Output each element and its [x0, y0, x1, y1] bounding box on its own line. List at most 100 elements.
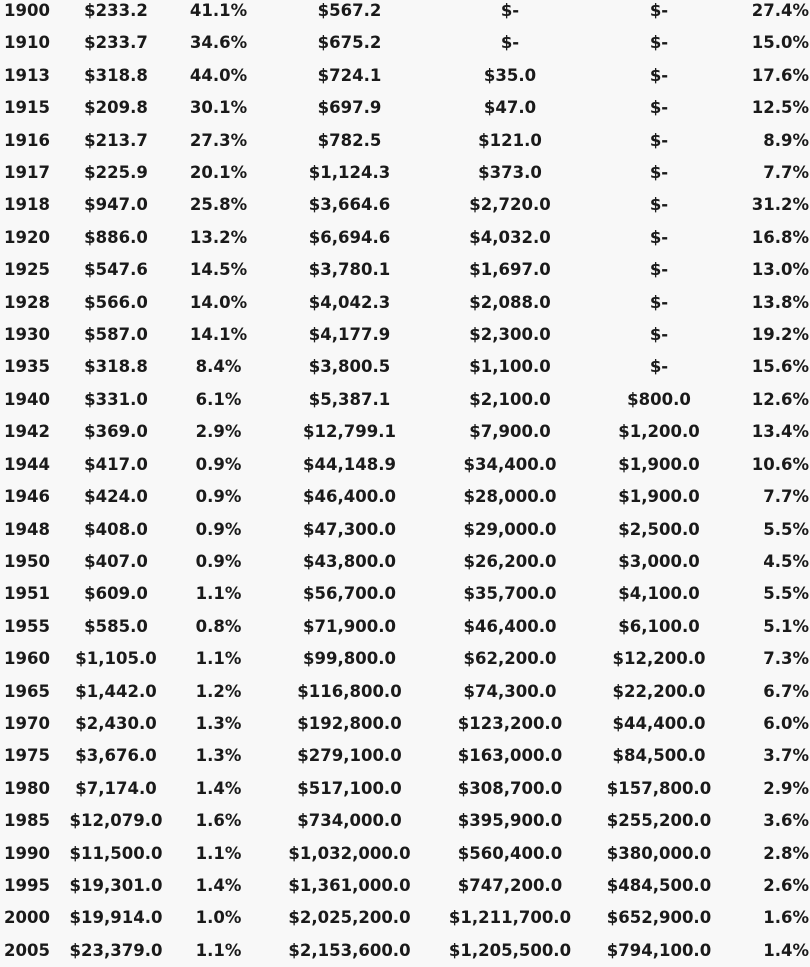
table-row: 1928 $566.0 14.0% $4,042.3 $2,088.0 $- 13.8%: [0, 287, 810, 319]
value-cell: $19,914.0: [69, 908, 163, 928]
value-cell: $318.8: [84, 357, 148, 377]
percent-cell: 6.7%: [763, 681, 809, 701]
value-cell: $734,000.0: [297, 811, 402, 831]
percent-cell: 0.9%: [195, 551, 242, 571]
value-cell: $566.0: [84, 292, 148, 312]
value-cell: $44,400.0: [612, 713, 706, 733]
value-cell: $-: [649, 163, 669, 183]
value-cell: $74,300.0: [463, 681, 557, 701]
year-cell: 1965: [4, 681, 50, 701]
value-cell: $2,100.0: [469, 389, 551, 409]
table-row: 1960 $1,105.0 1.1% $99,800.0 $62,200.0 $12,20…: [0, 643, 810, 675]
value-cell: $424.0: [84, 487, 148, 507]
value-cell: $2,088.0: [469, 292, 551, 312]
value-cell: $2,025,200.0: [288, 908, 411, 928]
value-cell: $1,124.3: [308, 163, 391, 183]
year-cell: 1920: [4, 227, 50, 247]
value-cell: $1,200.0: [618, 422, 700, 442]
year-cell: 1915: [4, 98, 50, 118]
value-cell: $560,400.0: [457, 843, 563, 863]
value-cell: $209.8: [84, 98, 148, 118]
table-row: 1955 $585.0 0.8% $71,900.0 $46,400.0 $6,100.0…: [0, 611, 810, 643]
value-cell: $2,153,600.0: [288, 940, 411, 960]
value-cell: $1,211,700.0: [448, 908, 572, 928]
percent-cell: 20.1%: [189, 163, 248, 183]
value-cell: $84,500.0: [612, 746, 706, 766]
table-row: 1930 $587.0 14.1% $4,177.9 $2,300.0 $- 19.2%: [0, 319, 810, 351]
table-row: 1915 $209.8 30.1% $697.9 $47.0 $- 12.5%: [0, 92, 810, 124]
table-row: 1920 $886.0 13.2% $6,694.6 $4,032.0 $- 16.8%: [0, 222, 810, 254]
value-cell: $12,799.1: [303, 422, 396, 442]
value-cell: $318.8: [84, 65, 148, 85]
table-row: 1900 $233.2 41.1% $567.2 $- $- 27.4%: [0, 0, 810, 27]
year-cell: 1928: [4, 292, 50, 312]
value-cell: $34,400.0: [463, 454, 557, 474]
value-cell: $-: [649, 227, 669, 247]
value-cell: $56,700.0: [303, 584, 396, 604]
value-cell: $163,000.0: [457, 746, 563, 766]
value-cell: $-: [649, 130, 669, 150]
value-cell: $255,200.0: [606, 811, 712, 831]
value-cell: $121.0: [478, 130, 542, 150]
percent-cell: 1.3%: [195, 746, 242, 766]
value-cell: $62,200.0: [463, 649, 557, 669]
percent-cell: 44.0%: [189, 65, 248, 85]
value-cell: $26,200.0: [463, 551, 557, 571]
table-row: 1946 $424.0 0.9% $46,400.0 $28,000.0 $1,900.0…: [0, 481, 810, 513]
value-cell: $46,400.0: [303, 487, 396, 507]
percent-cell: 14.0%: [189, 292, 248, 312]
value-cell: $12,079.0: [69, 811, 163, 831]
value-cell: $4,177.9: [308, 325, 391, 345]
percent-cell: 1.6%: [763, 908, 809, 928]
percent-cell: 1.0%: [195, 908, 242, 928]
percent-cell: 8.9%: [763, 130, 809, 150]
value-cell: $517,100.0: [297, 778, 402, 798]
value-cell: $-: [649, 357, 669, 377]
percent-cell: 12.6%: [751, 389, 809, 409]
table-row: 1990 $11,500.0 1.1% $1,032,000.0 $560,400.0 $…: [0, 838, 810, 870]
value-cell: $22,200.0: [612, 681, 706, 701]
percent-cell: 5.5%: [763, 584, 809, 604]
value-cell: $417.0: [84, 454, 148, 474]
value-cell: $233.7: [84, 33, 148, 53]
percent-cell: 0.9%: [195, 487, 242, 507]
year-cell: 1917: [4, 163, 50, 183]
table-row: 1995 $19,301.0 1.4% $1,361,000.0 $747,200.0 $…: [0, 870, 810, 902]
value-cell: $2,720.0: [469, 195, 551, 215]
percent-cell: 1.1%: [195, 649, 242, 669]
value-cell: $947.0: [84, 195, 148, 215]
value-cell: $567.2: [317, 1, 382, 20]
percent-cell: 1.2%: [195, 681, 242, 701]
year-cell: 1910: [4, 33, 50, 53]
value-cell: $2,500.0: [618, 519, 700, 539]
percent-cell: 13.0%: [751, 260, 809, 280]
value-cell: $29,000.0: [463, 519, 557, 539]
year-cell: 1960: [4, 649, 50, 669]
value-cell: $407.0: [84, 551, 148, 571]
value-cell: $2,430.0: [75, 713, 157, 733]
year-cell: 1925: [4, 260, 50, 280]
value-cell: $279,100.0: [297, 746, 402, 766]
percent-cell: 7.7%: [763, 487, 809, 507]
value-cell: $5,387.1: [308, 389, 391, 409]
percent-cell: 2.6%: [763, 875, 809, 895]
value-cell: $-: [500, 1, 520, 20]
year-cell: 1935: [4, 357, 50, 377]
value-cell: $886.0: [84, 227, 148, 247]
table-row: 1925 $547.6 14.5% $3,780.1 $1,697.0 $- 13.0%: [0, 254, 810, 286]
percent-cell: 12.5%: [751, 98, 809, 118]
year-cell: 1951: [4, 584, 50, 604]
percent-cell: 6.0%: [763, 713, 809, 733]
value-cell: $408.0: [84, 519, 148, 539]
value-cell: $1,361,000.0: [288, 875, 411, 895]
percent-cell: 19.2%: [751, 325, 809, 345]
value-cell: $373.0: [478, 163, 542, 183]
value-cell: $1,100.0: [469, 357, 551, 377]
value-cell: $-: [649, 325, 669, 345]
percent-cell: 1.3%: [195, 713, 242, 733]
value-cell: $6,100.0: [618, 616, 700, 636]
table-row: 1965 $1,442.0 1.2% $116,800.0 $74,300.0 $22,2…: [0, 676, 810, 708]
year-cell: 2000: [4, 908, 50, 928]
percent-cell: 4.5%: [763, 551, 809, 571]
